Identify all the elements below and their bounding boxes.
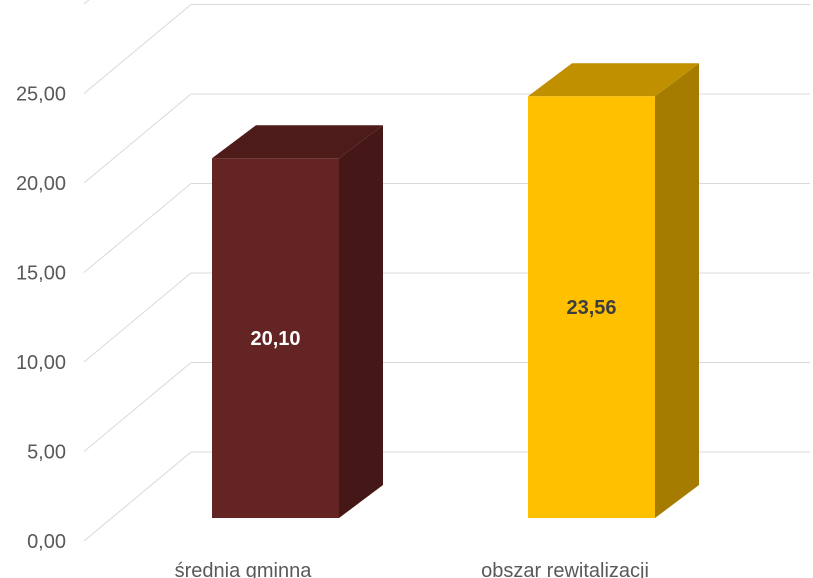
x-category-label: średnia gminna	[175, 560, 313, 578]
gridlines	[84, 0, 810, 541]
y-tick-label: 25,00	[16, 84, 66, 106]
x-axis-category-labels: średnia gminna obszar rewitalizacji	[175, 560, 649, 578]
bar-side-face	[655, 63, 699, 518]
gridline-side	[84, 273, 191, 362]
gridline-side	[84, 452, 191, 541]
bars: 20,10 23,56	[212, 63, 699, 518]
bar-side-face	[339, 125, 383, 518]
y-tick-label: 20,00	[16, 173, 66, 195]
y-tick-label: 15,00	[16, 263, 66, 285]
x-category-label: obszar rewitalizacji	[481, 560, 649, 578]
bar-1: 20,10	[212, 125, 383, 518]
gridline-side	[84, 184, 191, 273]
gridline-side	[84, 94, 191, 183]
bar-value-label: 20,10	[250, 328, 300, 350]
y-tick-label: 0,00	[27, 531, 66, 553]
y-tick-label: 10,00	[16, 352, 66, 374]
gridline-side	[84, 5, 191, 94]
gridline-side	[84, 363, 191, 452]
y-tick-label: 5,00	[27, 442, 66, 464]
bar-2: 23,56	[528, 63, 699, 518]
bar-value-label: 23,56	[566, 297, 616, 319]
y-axis-tick-labels: 0,00 5,00 10,00 15,00 20,00 25,00	[16, 84, 66, 554]
gridline-side	[84, 0, 191, 4]
